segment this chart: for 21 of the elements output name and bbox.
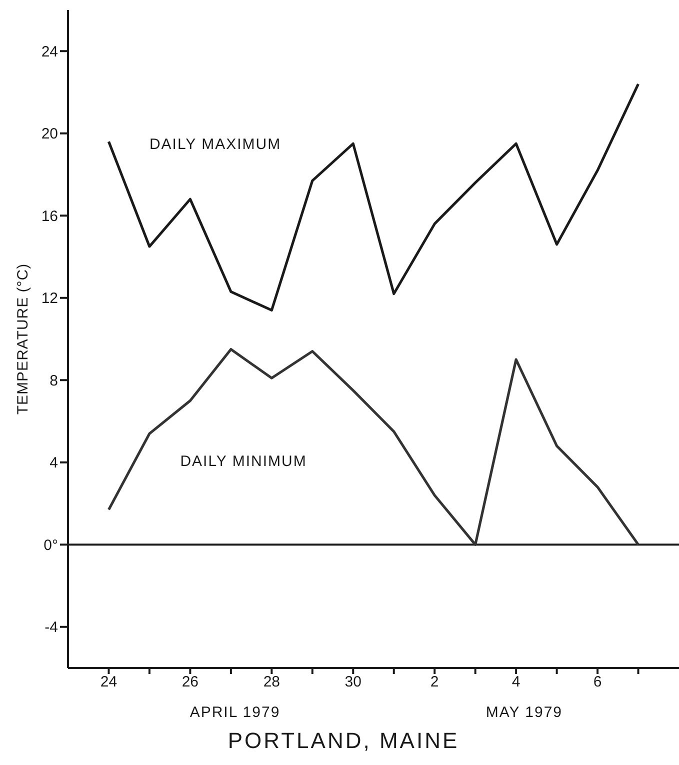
- x-tick-label: 6: [593, 674, 602, 691]
- x-tick-label: 28: [263, 674, 280, 691]
- y-tick-label: 24: [41, 43, 58, 60]
- y-axis-title: TEMPERATURE (°C): [14, 263, 32, 415]
- y-tick-label: 12: [41, 290, 58, 308]
- y-tick-label: 4: [50, 454, 58, 472]
- y-tick-label: 0°: [44, 536, 58, 554]
- y-tick-label: 20: [41, 126, 58, 143]
- x-tick-label: 26: [182, 674, 199, 691]
- x-tick-label: 30: [344, 674, 362, 691]
- y-tick-label: -4: [44, 619, 58, 636]
- text: MAY 1979: [484, 704, 564, 721]
- y-tick-label: 16: [41, 208, 58, 225]
- text: DAILY MINIMUM: [180, 452, 307, 470]
- x-tick-label: 4: [512, 674, 520, 691]
- x-tick-label: 2: [430, 674, 439, 691]
- y-tick-label: 8: [50, 372, 58, 390]
- text: APRIL 1979: [188, 704, 282, 721]
- x-axis-title: PORTLAND, MAINE: [226, 728, 460, 754]
- x-tick-label: 24: [100, 674, 118, 691]
- text: DAILY MAXIMUM: [149, 136, 282, 154]
